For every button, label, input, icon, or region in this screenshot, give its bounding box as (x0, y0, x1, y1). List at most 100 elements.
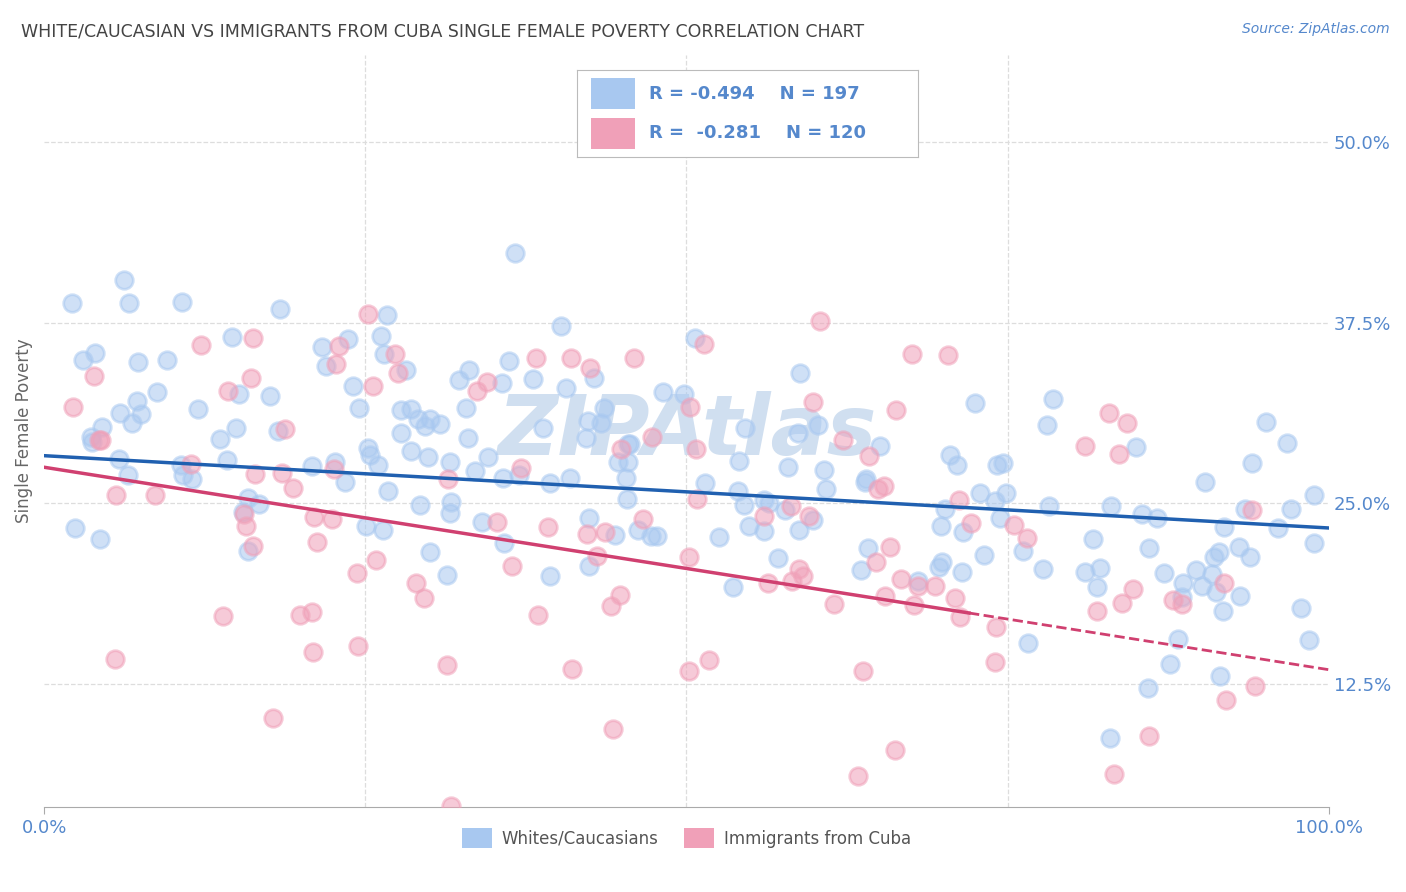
Point (439, 506, 461, 520)
Point (814, 483, 837, 497)
Point (104, 488, 127, 502)
Point (505, 246, 527, 260)
Point (578, 414, 600, 428)
Point (464, 464, 486, 478)
Point (576, 527, 599, 541)
Point (550, 319, 572, 334)
Point (527, 608, 550, 623)
Point (108, 406, 131, 420)
Point (269, 301, 291, 316)
Point (1099, 731, 1122, 746)
Point (1229, 589, 1251, 603)
Point (439, 495, 461, 509)
Point (307, 535, 329, 549)
Point (965, 395, 987, 409)
Point (738, 519, 761, 533)
Point (274, 422, 297, 436)
Point (346, 566, 368, 580)
Point (865, 555, 887, 569)
Point (1099, 499, 1122, 513)
Point (685, 442, 707, 456)
Point (449, 373, 471, 387)
Point (831, 433, 853, 447)
Point (510, 461, 533, 475)
Point (855, 472, 877, 486)
Point (492, 536, 515, 550)
Point (361, 378, 384, 392)
Point (367, 458, 389, 472)
Point (555, 381, 578, 395)
Point (616, 471, 638, 485)
Point (695, 476, 717, 491)
Point (90, 434, 112, 448)
Point (823, 598, 845, 612)
Point (813, 463, 835, 477)
Point (929, 519, 952, 533)
Point (1042, 392, 1064, 406)
Point (108, 452, 131, 467)
Point (389, 403, 412, 417)
Point (1240, 456, 1263, 470)
Point (973, 549, 995, 563)
Point (387, 366, 409, 380)
Point (267, 424, 290, 438)
Point (190, 338, 212, 352)
Point (866, 482, 889, 496)
Point (1243, 679, 1265, 693)
Point (1159, 657, 1181, 672)
Point (238, 544, 260, 558)
Point (1122, 582, 1144, 596)
Point (87, 433, 110, 447)
Point (733, 498, 755, 512)
Point (924, 579, 946, 593)
Point (1171, 591, 1194, 605)
Point (127, 355, 149, 369)
Point (988, 511, 1011, 525)
Point (1171, 597, 1194, 611)
Point (537, 520, 560, 534)
Point (558, 471, 581, 485)
Point (1108, 447, 1130, 461)
Point (1111, 596, 1133, 610)
Point (359, 449, 381, 463)
Point (1012, 544, 1035, 558)
Point (652, 384, 675, 399)
Point (156, 353, 179, 368)
Point (235, 519, 257, 533)
Point (560, 351, 582, 366)
Point (768, 551, 790, 566)
Point (232, 505, 254, 519)
Point (370, 328, 392, 343)
Point (801, 395, 824, 409)
Point (852, 664, 875, 678)
Point (80, 434, 103, 449)
Point (228, 387, 250, 401)
Point (375, 308, 398, 322)
Point (524, 351, 547, 366)
Point (950, 565, 973, 579)
Point (1115, 416, 1137, 430)
Point (1085, 580, 1108, 594)
Point (366, 552, 388, 566)
Point (903, 598, 925, 612)
Point (1191, 579, 1213, 593)
Point (1215, 692, 1237, 706)
Point (322, 462, 344, 476)
Point (808, 313, 831, 327)
Point (215, 452, 238, 467)
Point (679, 400, 702, 414)
Point (409, 498, 432, 512)
Point (890, 572, 912, 586)
Point (585, 549, 607, 563)
Point (952, 524, 974, 539)
Point (436, 658, 458, 673)
Point (758, 496, 780, 510)
Point (582, 371, 605, 385)
Point (1167, 632, 1189, 646)
Point (377, 484, 399, 499)
Point (1102, 767, 1125, 781)
Point (786, 426, 808, 441)
Point (640, 528, 662, 542)
Point (492, 471, 515, 485)
Point (89, 533, 111, 547)
